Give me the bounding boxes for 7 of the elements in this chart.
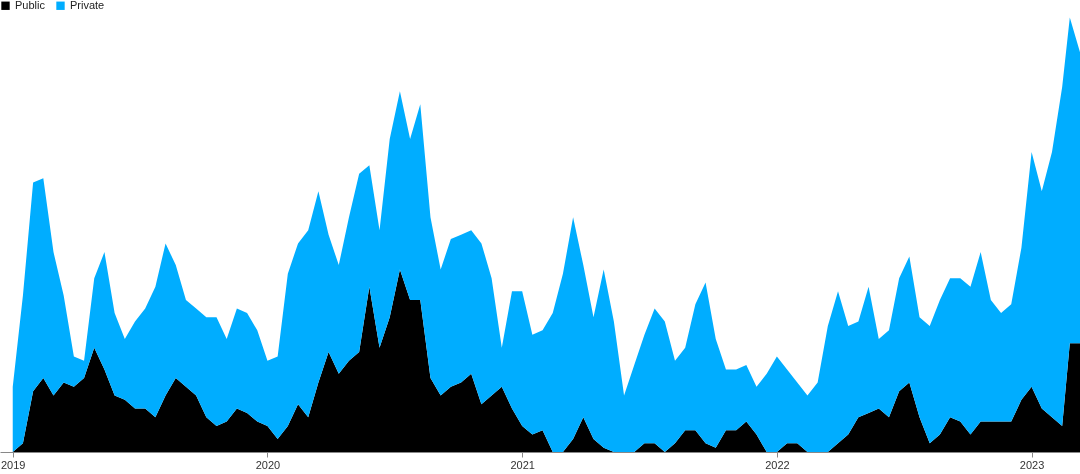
legend-label: Public bbox=[15, 0, 46, 11]
x-tick-label: 2020 bbox=[255, 458, 281, 471]
x-tick-label: 2022 bbox=[765, 458, 790, 471]
x-tick-label: 2021 bbox=[510, 458, 535, 471]
x-tick-label: 2023 bbox=[1019, 458, 1045, 471]
legend-label: Private bbox=[70, 0, 105, 11]
x-tick-label: 2019 bbox=[0, 458, 26, 471]
